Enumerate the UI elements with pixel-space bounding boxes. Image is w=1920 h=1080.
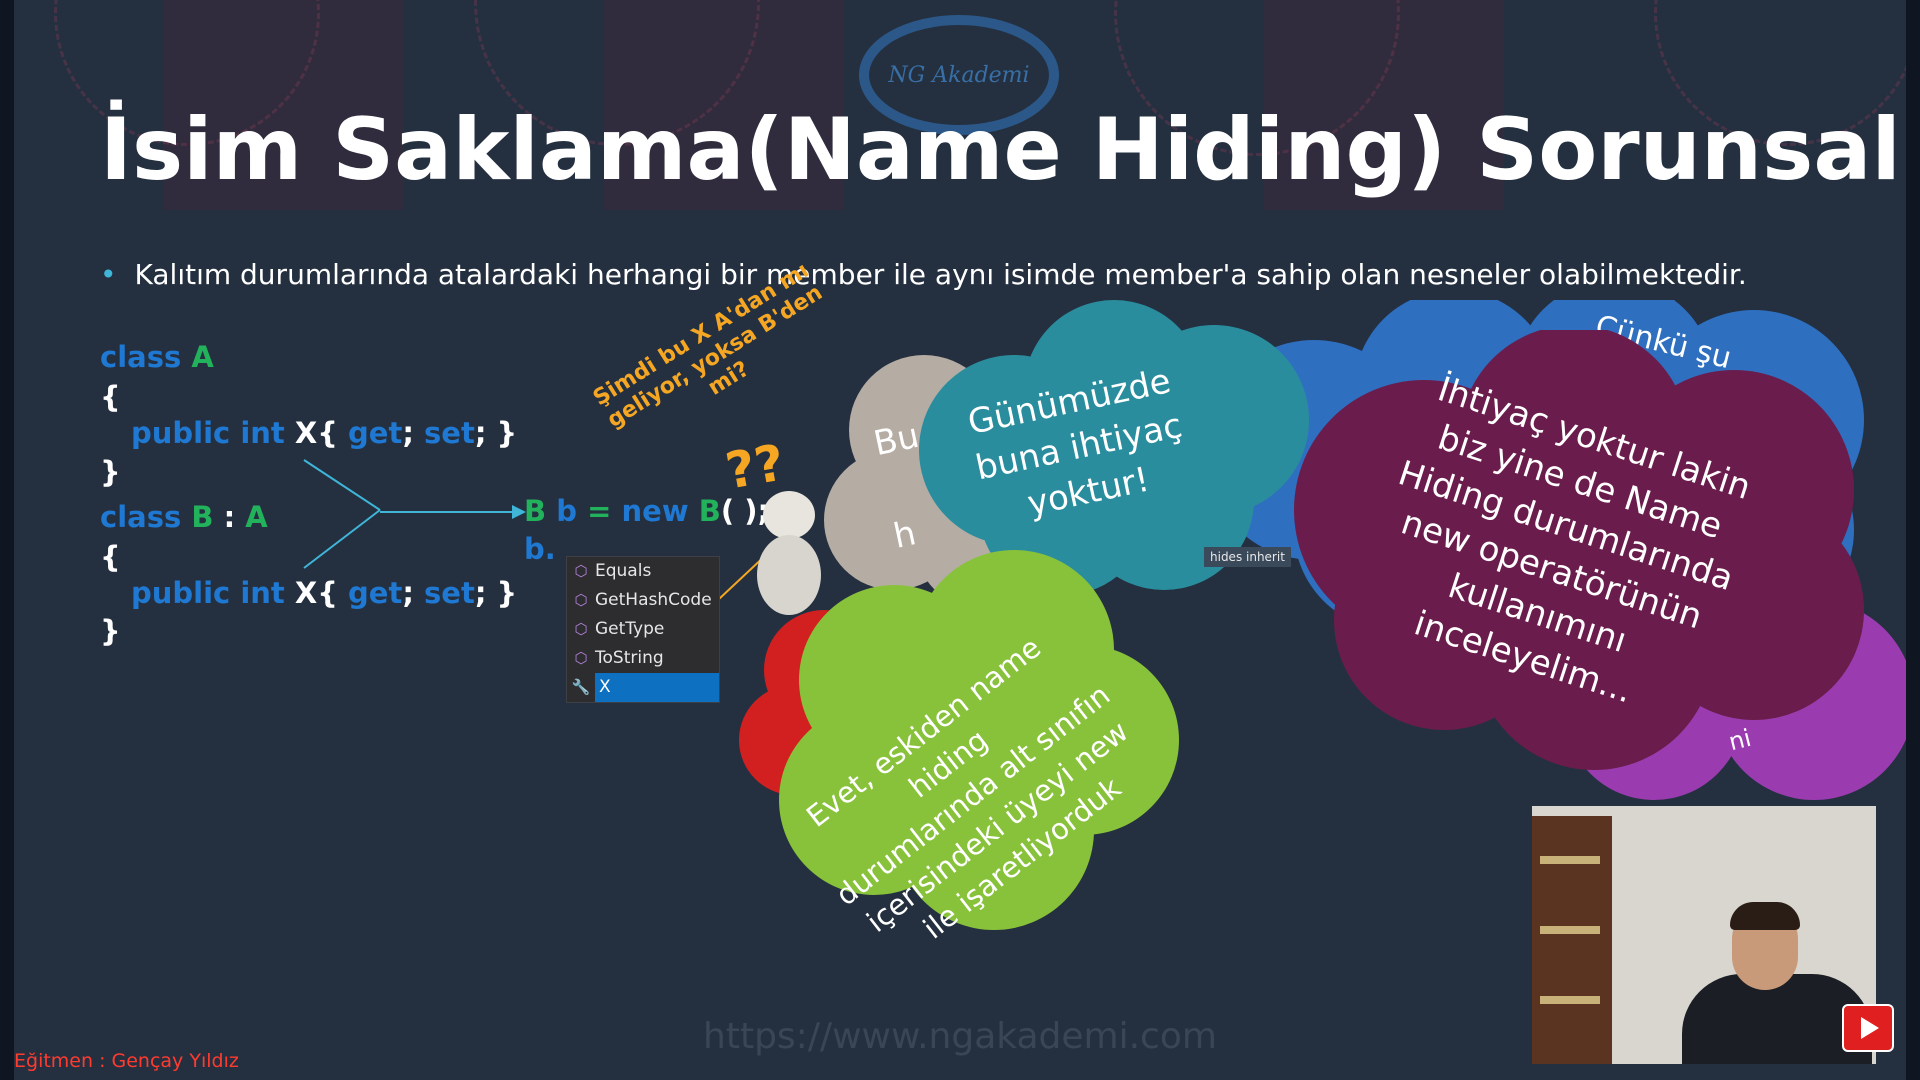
presentation-slide: NG Akademi İsim Saklama(Name Hiding) Sor… xyxy=(14,0,1906,1080)
method-icon: ⬡ xyxy=(574,562,588,580)
code-brace: } xyxy=(496,416,518,450)
intellisense-item-x[interactable]: 🔧 X xyxy=(567,673,719,702)
variable-b: b xyxy=(556,494,577,528)
constructor-b: B xyxy=(698,494,721,528)
method-icon: ⬡ xyxy=(574,620,588,638)
intellisense-label: Equals xyxy=(595,561,652,581)
keyword-public-int: public int xyxy=(131,576,285,610)
type-b: B xyxy=(524,494,547,528)
class-name-b: B xyxy=(191,500,214,534)
intellisense-label: X xyxy=(595,673,719,702)
code-instantiation: B b = new B( ); xyxy=(524,494,769,528)
cartoon-character xyxy=(757,491,821,615)
keyword-get: get xyxy=(348,416,403,450)
class-name-a: A xyxy=(191,340,214,374)
ngakademi-logo: NG Akademi xyxy=(854,0,1064,150)
instructor-label: Eğitmen : Gençay Yıldız xyxy=(14,1050,239,1072)
keyword-public-int: public int xyxy=(131,416,285,450)
method-icon: ⬡ xyxy=(574,591,588,609)
code-brace: } xyxy=(496,576,518,610)
code-semicolon: ; xyxy=(474,576,487,610)
intellisense-item-equals[interactable]: ⬡ Equals xyxy=(567,557,719,586)
code-semicolon: ; xyxy=(474,416,487,450)
presenter-hair xyxy=(1730,902,1800,930)
keyword-class: class xyxy=(100,340,182,374)
method-icon: ⬡ xyxy=(574,649,588,667)
keyword-class: class xyxy=(100,500,182,534)
code-class-a-header: class A xyxy=(100,340,214,374)
code-class-b-property: public int X{ get; set; } xyxy=(131,576,517,610)
property-x: X xyxy=(294,576,318,610)
cloud-purple xyxy=(1294,330,1864,770)
bullet-dot-icon: • xyxy=(100,258,117,291)
code-class-b-header: class B : A xyxy=(100,500,268,534)
code-equals: = xyxy=(587,494,612,528)
code-brace-open: { xyxy=(100,380,121,414)
intellisense-item-gettype[interactable]: ⬡ GetType xyxy=(567,615,719,644)
bookshelf xyxy=(1532,816,1612,1064)
code-args: ( ); xyxy=(720,494,770,528)
intellisense-label: GetType xyxy=(595,619,665,639)
presenter-body xyxy=(1682,974,1872,1064)
code-brace: { xyxy=(317,576,338,610)
intellisense-label: GetHashCode xyxy=(595,590,712,610)
bullet-text: Kalıtım durumlarında atalardaki herhangi… xyxy=(134,258,1747,291)
code-colon: : xyxy=(223,500,236,534)
property-x: X xyxy=(294,416,318,450)
website-url: https://www.ngakademi.com xyxy=(703,1016,1217,1057)
keyword-set: set xyxy=(424,576,475,610)
wrench-icon: 🔧 xyxy=(571,678,591,696)
youtube-play-icon[interactable] xyxy=(1842,1004,1894,1052)
cloud-green xyxy=(779,550,1179,930)
cloud-teal xyxy=(919,300,1309,595)
intellisense-item-gethashcode[interactable]: ⬡ GetHashCode xyxy=(567,586,719,615)
slide-title: İsim Saklama(Name Hiding) Sorunsalı xyxy=(100,100,1906,200)
code-semicolon: ; xyxy=(402,576,414,610)
intellisense-item-tostring[interactable]: ⬡ ToString xyxy=(567,644,719,673)
hides-inherited-tooltip: hides inherit xyxy=(1204,547,1291,567)
intellisense-label: ToString xyxy=(595,648,664,668)
code-class-a-property: public int X{ get; set; } xyxy=(131,416,517,450)
code-brace-close: } xyxy=(100,614,121,648)
bullet-point: • Kalıtım durumlarında atalardaki herhang… xyxy=(100,258,1890,291)
webcam-feed xyxy=(1532,806,1876,1064)
code-semicolon: ; xyxy=(402,416,414,450)
intellisense-dropdown: ⬡ Equals ⬡ GetHashCode ⬡ GetType ⬡ ToString … xyxy=(566,556,720,703)
code-brace-open: { xyxy=(100,540,121,574)
keyword-new: new xyxy=(621,494,689,528)
logo-text: NG Akademi xyxy=(887,63,1029,88)
code-brace: { xyxy=(317,416,338,450)
code-member-access: b. xyxy=(524,532,556,566)
code-brace-close: } xyxy=(100,455,121,489)
base-class-a: A xyxy=(245,500,268,534)
keyword-get: get xyxy=(348,576,403,610)
keyword-set: set xyxy=(424,416,475,450)
